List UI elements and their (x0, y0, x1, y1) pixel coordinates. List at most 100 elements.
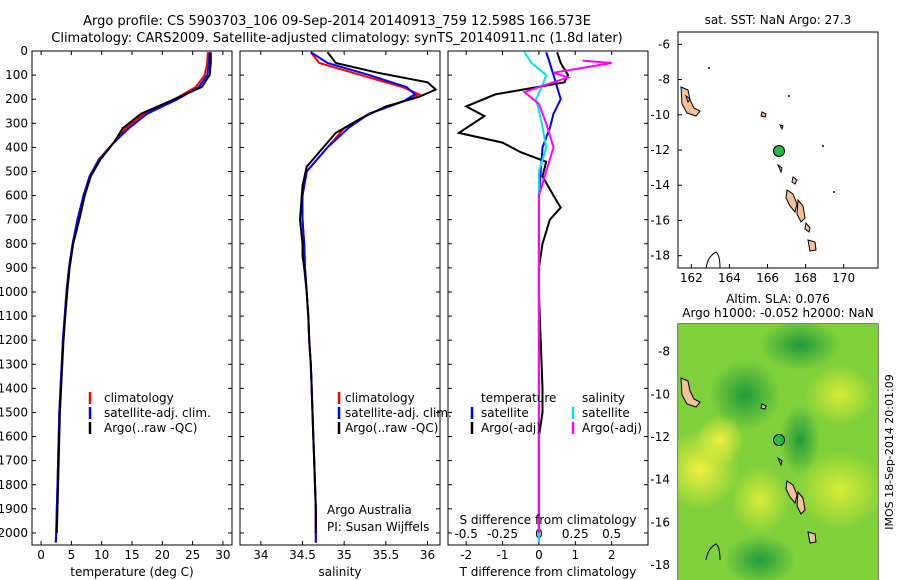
map-x-tick-label: 166 (756, 271, 779, 285)
map-y-tick-label: -16 (650, 515, 670, 529)
y-tick-label: 1100 (0, 309, 28, 323)
sla-subtitle: Argo h1000: -0.052 h2000: NaN (682, 306, 874, 320)
x-tick-label: 25 (185, 548, 200, 562)
series-line-salinity-argo-adj- (522, 59, 612, 533)
y-tick-label: 200 (5, 92, 28, 106)
x-tick-label: 35.5 (372, 548, 399, 562)
float-marker-sla (773, 434, 785, 446)
temperature-legend: climatology satellite-adj. clim. Argo(..… (88, 391, 211, 435)
map-y-tick-label: -10 (650, 387, 670, 401)
map-x-tick-label: 168 (794, 271, 817, 285)
secondary-x-tick-label: 0.5 (602, 527, 621, 541)
map-y-tick-label: -14 (650, 473, 670, 487)
legend-sal-satellite: satellite (582, 406, 630, 420)
sst-map: sat. SST: NaN Argo: 27.3 (680, 13, 851, 268)
y-tick-label: 0 (20, 44, 28, 58)
x-axis-label: salinity (318, 565, 361, 579)
map-y-tick-label: -18 (650, 558, 670, 572)
series-line-argo-raw-qc- (55, 52, 212, 534)
s-diff-label: S difference from climatology (460, 513, 637, 527)
sla-title: Altim. SLA: 0.076 (726, 292, 830, 306)
map-x-tick-label: 162 (680, 271, 703, 285)
legend-temp-satellite: satellite (481, 406, 529, 420)
y-tick-label: 2000 (0, 526, 28, 540)
x-tick-label: -1 (497, 548, 509, 562)
x-axis-label: temperature (deg C) (70, 565, 193, 579)
title-line-1: Argo profile: CS 5903703_106 09-Sep-2014… (83, 14, 591, 29)
panel-1: 34 34.5 35 35.5 36 salinity (239, 50, 441, 579)
map-y-tick-label: -6 (658, 37, 670, 51)
x-tick-label: 15 (124, 548, 139, 562)
x-tick-label: 30 (215, 548, 230, 562)
map-y-tick-label: -18 (650, 249, 670, 263)
salinity-legend: climatology satellite-adj. clim. Argo(..… (327, 391, 452, 534)
map-y-tick-label: -8 (658, 73, 670, 87)
credit-text: IMOS 18-Sep-2014 20:01:09 (883, 374, 896, 529)
y-tick-label: 100 (5, 68, 28, 82)
y-tick-label: 700 (5, 213, 28, 227)
y-tick-label: 1600 (0, 430, 28, 444)
map-y-tick-label: -12 (650, 143, 670, 157)
y-tick-label: 300 (5, 116, 28, 130)
panel-0: 0 5 10 15 20 25 300100200300400500600700800900… (0, 44, 233, 579)
legend-sal-argo: Argo(-adj) (582, 421, 642, 435)
map-y-tick-label: -16 (650, 213, 670, 227)
map-x-tick-label: 170 (832, 271, 855, 285)
sst-islands (680, 67, 835, 268)
legend-argo: Argo(..raw -QC) (104, 421, 197, 435)
x-tick-label: 2 (608, 548, 616, 562)
y-tick-label: 900 (5, 261, 28, 275)
x-tick-label: 36 (420, 548, 435, 562)
y-tick-label: 1300 (0, 357, 28, 371)
legend-salinity-title: salinity (582, 391, 625, 405)
y-tick-label: 1500 (0, 405, 28, 419)
float-marker-sst (773, 145, 785, 157)
note-pi: PI: Susan Wijffels (327, 520, 429, 534)
y-tick-label: 600 (5, 189, 28, 203)
map-y-tick-label: -12 (650, 430, 670, 444)
y-tick-label: 800 (5, 237, 28, 251)
legend-satellite-adj: satellite-adj. clim. (104, 406, 211, 420)
legend-argo-sal: Argo(..raw -QC) (345, 421, 438, 435)
panel-2: -2 -1 0 1 2 T difference from climatology -0.5… (447, 50, 649, 579)
x-tick-label: 0 (535, 548, 543, 562)
y-tick-label: 1900 (0, 502, 28, 516)
sla-field (678, 324, 878, 580)
axes-frame (239, 50, 441, 546)
x-tick-label: 1 (571, 548, 579, 562)
x-axis-label: T difference from climatology (459, 565, 637, 579)
secondary-x-tick-label: -0.5 (454, 527, 477, 541)
x-tick-label: 34.5 (289, 548, 316, 562)
x-tick-label: 0 (37, 548, 45, 562)
x-tick-label: 35 (337, 548, 352, 562)
map-y-tick-label: -14 (650, 178, 670, 192)
legend-temperature-title: temperature (481, 391, 556, 405)
x-tick-label: 20 (155, 548, 170, 562)
note-argo-australia: Argo Australia (327, 503, 412, 517)
map-x-tick-label: 164 (718, 271, 741, 285)
legend-temp-argo: Argo(-adj) (481, 421, 541, 435)
y-tick-label: 500 (5, 164, 28, 178)
legend-satellite-adj-sal: satellite-adj. clim. (345, 406, 452, 420)
y-tick-label: 1400 (0, 381, 28, 395)
secondary-x-tick-label: 0.25 (562, 527, 589, 541)
axes-frame (447, 50, 649, 546)
series-line-temperature-argo-adj- (456, 51, 570, 533)
series-line-argo-raw-qc- (298, 51, 438, 533)
y-tick-label: 1800 (0, 478, 28, 492)
x-tick-label: 5 (68, 548, 76, 562)
x-tick-label: 10 (94, 548, 109, 562)
map-y-tick-label: -10 (650, 108, 670, 122)
legend-climatology: climatology (104, 391, 174, 405)
map-axes-0: 162 164 166 168 170 -6 -8 -10 -12 -14 -16 -18 (650, 31, 879, 285)
x-tick-label: -2 (460, 548, 472, 562)
map-y-tick-label: -8 (658, 345, 670, 359)
legend-climatology-sal: climatology (345, 391, 415, 405)
y-tick-label: 400 (5, 140, 28, 154)
x-tick-label: 34 (253, 548, 268, 562)
difference-legend: temperature satellite Argo(-adj) salinit… (460, 391, 642, 527)
y-tick-label: 1700 (0, 454, 28, 468)
secondary-x-tick-label: -0.25 (487, 527, 518, 541)
